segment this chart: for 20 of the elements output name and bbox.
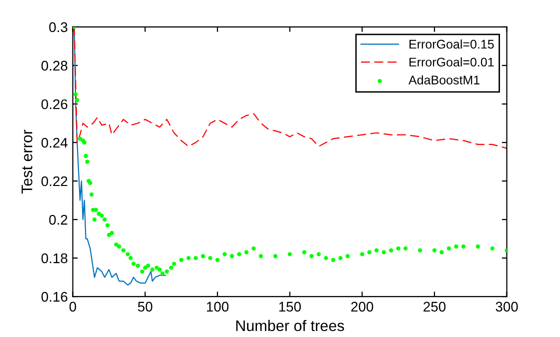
y-tick-label: 0.3 bbox=[49, 22, 68, 32]
x-tick-label: 250 bbox=[424, 302, 446, 312]
y-tick-label: 0.26 bbox=[41, 99, 68, 110]
x-axis-title: Number of trees bbox=[236, 320, 344, 332]
x-tick-label: 0 bbox=[69, 302, 76, 312]
legend-label: ErrorGoal=0.15 bbox=[410, 39, 494, 49]
x-tick-label: 200 bbox=[351, 302, 374, 312]
y-tick-label: 0.16 bbox=[41, 292, 68, 302]
y-tick-label: 0.28 bbox=[41, 60, 68, 71]
x-tick-label: 150 bbox=[279, 302, 301, 312]
legend-label: ErrorGoal=0.01 bbox=[410, 57, 494, 67]
y-tick-label: 0.18 bbox=[41, 253, 68, 264]
x-tick-label: 100 bbox=[206, 302, 229, 312]
y-tick-label: 0.2 bbox=[49, 214, 68, 225]
y-axis-title: Test error bbox=[22, 130, 32, 194]
legend-label: AdaBoostM1 bbox=[408, 75, 480, 84]
x-tick-label: 50 bbox=[138, 302, 152, 312]
x-tick-label: 300 bbox=[496, 302, 518, 312]
y-tick-label: 0.24 bbox=[41, 138, 68, 148]
y-tick-label: 0.22 bbox=[41, 176, 68, 186]
